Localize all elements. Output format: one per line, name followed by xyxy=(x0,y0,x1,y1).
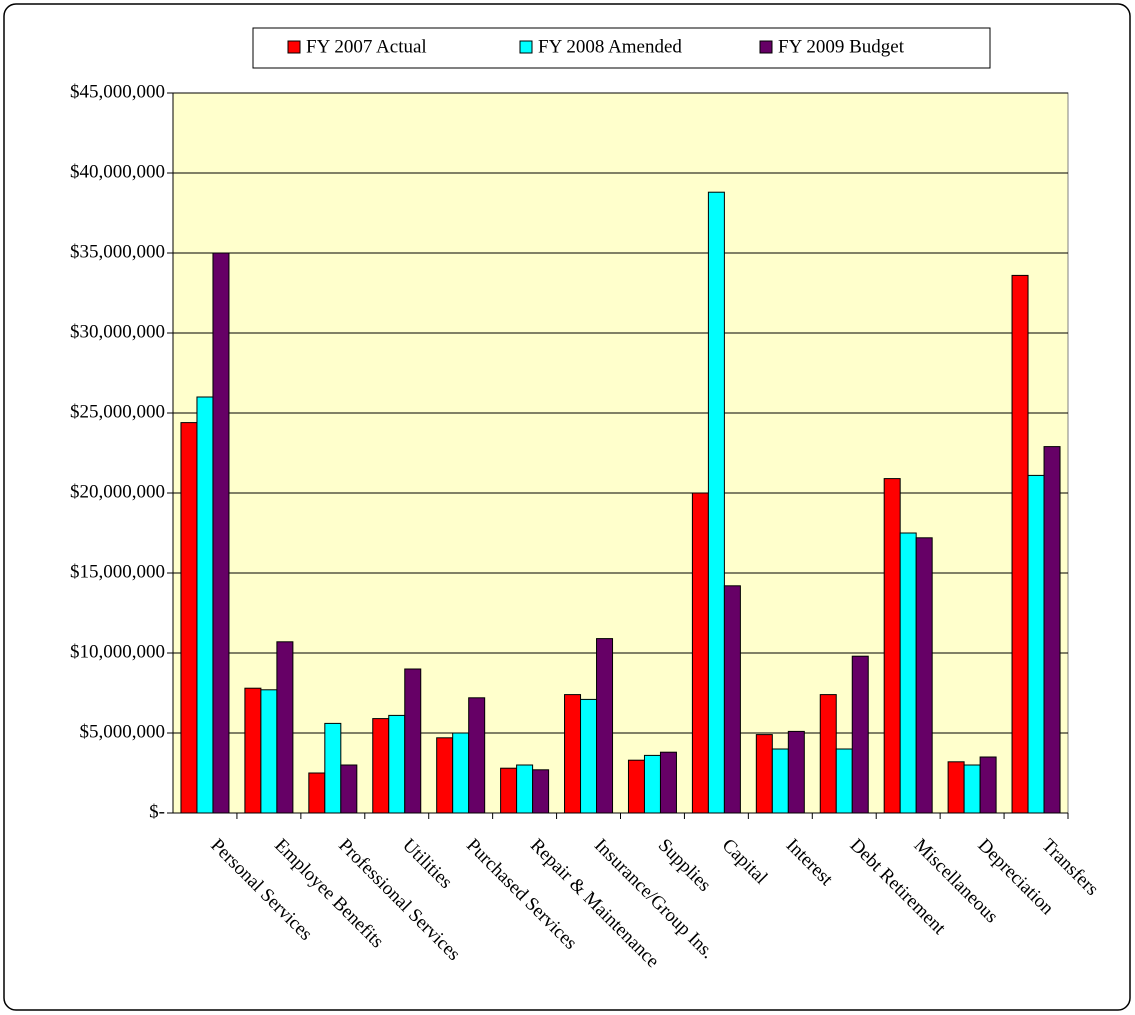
bar xyxy=(947,761,965,814)
bar xyxy=(1043,446,1061,814)
y-tick-label: $35,000,000 xyxy=(70,241,165,262)
bar xyxy=(627,759,645,814)
bar xyxy=(596,638,614,814)
bar xyxy=(883,478,901,814)
legend-label: FY 2008 Amended xyxy=(538,36,682,57)
y-tick-label: $25,000,000 xyxy=(70,401,165,422)
bar xyxy=(452,732,470,814)
bar xyxy=(500,767,518,814)
bar xyxy=(851,655,869,814)
y-tick-label: $10,000,000 xyxy=(70,641,165,662)
bar xyxy=(1011,274,1029,814)
bar xyxy=(308,772,326,814)
y-tick-label: $40,000,000 xyxy=(70,161,165,182)
bar xyxy=(260,689,278,814)
y-tick-label: $20,000,000 xyxy=(70,481,165,502)
bar xyxy=(915,537,933,814)
bar xyxy=(372,718,390,814)
bar xyxy=(643,754,661,814)
bar xyxy=(436,737,454,814)
y-tick-label: $15,000,000 xyxy=(70,561,165,582)
plot-area xyxy=(172,92,1069,814)
legend-swatch xyxy=(287,40,301,54)
bar xyxy=(963,764,981,814)
bar xyxy=(979,756,997,814)
bar xyxy=(580,698,598,814)
legend-box xyxy=(252,27,991,69)
bar xyxy=(404,668,422,814)
bar xyxy=(340,764,358,814)
y-tick-label: $5,000,000 xyxy=(80,721,166,742)
bar xyxy=(1027,474,1045,814)
bar xyxy=(723,585,741,814)
bar xyxy=(532,769,550,814)
bar xyxy=(659,751,677,814)
bar xyxy=(276,641,294,814)
bar xyxy=(564,694,582,814)
bar xyxy=(691,492,709,814)
bar xyxy=(388,714,406,814)
bar xyxy=(771,748,789,814)
bar xyxy=(196,396,214,814)
bar xyxy=(755,734,773,814)
bar xyxy=(899,532,917,814)
bar xyxy=(787,730,805,814)
bar xyxy=(835,748,853,814)
y-tick-label: $- xyxy=(149,801,165,822)
legend-label: FY 2009 Budget xyxy=(778,36,905,57)
y-tick-label: $45,000,000 xyxy=(70,81,165,102)
bar xyxy=(212,252,230,814)
legend-swatch xyxy=(519,40,533,54)
bar xyxy=(180,422,198,814)
y-tick-label: $30,000,000 xyxy=(70,321,165,342)
bar xyxy=(516,764,534,814)
bar xyxy=(468,697,486,814)
legend-swatch xyxy=(759,40,773,54)
bar xyxy=(244,687,262,814)
bar xyxy=(819,694,837,814)
legend-label: FY 2007 Actual xyxy=(306,36,427,57)
bar xyxy=(707,191,725,814)
bar xyxy=(324,722,342,814)
